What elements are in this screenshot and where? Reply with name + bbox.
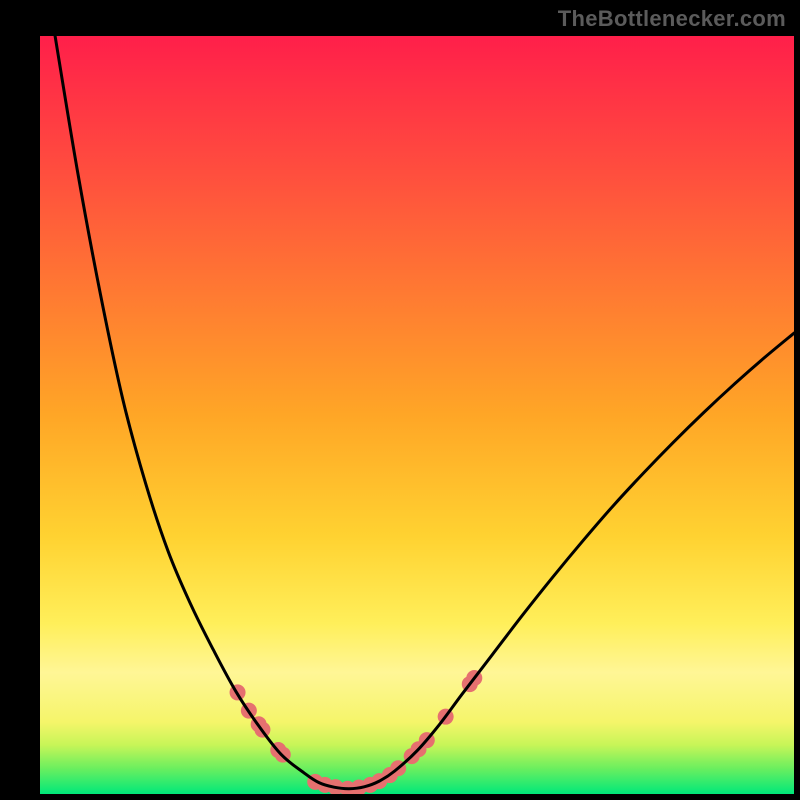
- plot-area: [40, 36, 794, 794]
- watermark-text: TheBottlenecker.com: [558, 6, 786, 32]
- chart-frame: TheBottlenecker.com: [0, 0, 800, 800]
- plot-svg: [40, 36, 794, 794]
- plot-background: [40, 36, 794, 794]
